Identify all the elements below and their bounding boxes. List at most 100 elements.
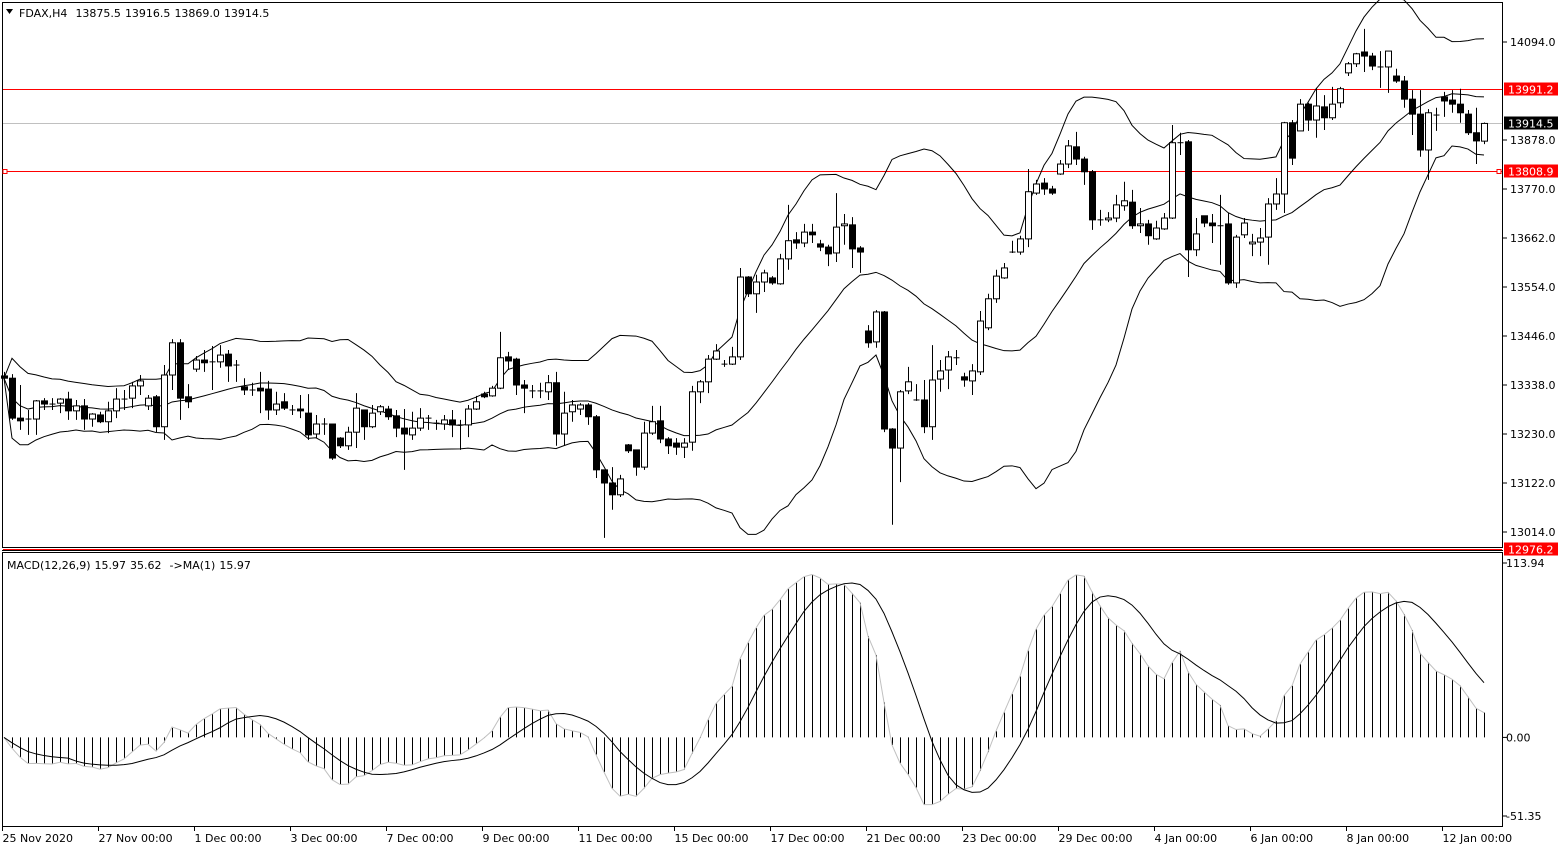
candle bbox=[377, 404, 384, 415]
candle-body bbox=[1417, 113, 1424, 151]
candle bbox=[1129, 189, 1136, 229]
candle bbox=[1361, 28, 1368, 72]
candle bbox=[873, 310, 880, 348]
candle bbox=[1481, 122, 1488, 145]
macd-indicator bbox=[3, 573, 1485, 806]
candle bbox=[1073, 131, 1080, 165]
candle-body bbox=[1249, 241, 1256, 245]
candle bbox=[1137, 208, 1144, 234]
candle-body bbox=[993, 275, 1000, 300]
candle bbox=[449, 409, 456, 438]
candle bbox=[497, 331, 504, 390]
candle bbox=[121, 389, 128, 410]
ohlc-close: 13914.5 bbox=[224, 7, 270, 20]
candle-body bbox=[777, 258, 784, 285]
candle bbox=[1369, 52, 1376, 71]
candle bbox=[953, 350, 960, 366]
candle bbox=[681, 438, 688, 459]
candle-body bbox=[889, 428, 896, 449]
candle-body bbox=[1281, 122, 1288, 195]
collapse-triangle-icon[interactable] bbox=[6, 9, 13, 14]
candle-body bbox=[1137, 223, 1144, 227]
candle bbox=[529, 384, 536, 399]
macd-ma-label: ->MA(1) bbox=[170, 559, 216, 572]
candle-body bbox=[761, 272, 768, 283]
candle bbox=[1145, 219, 1152, 245]
price-tick-label: 13122.0 bbox=[1510, 477, 1556, 490]
candle-body bbox=[377, 406, 384, 413]
candle-body bbox=[793, 239, 800, 244]
candle bbox=[753, 274, 760, 313]
macd-ma-line bbox=[3, 573, 1485, 806]
candle bbox=[641, 421, 648, 470]
candle bbox=[841, 213, 848, 245]
candle bbox=[473, 395, 480, 410]
candle-body bbox=[201, 359, 208, 364]
candle bbox=[545, 375, 552, 400]
candle-body bbox=[521, 384, 528, 389]
level-price-label-bg bbox=[1504, 542, 1558, 556]
candle bbox=[825, 244, 832, 267]
candle-body bbox=[441, 419, 448, 425]
candle bbox=[1241, 218, 1248, 238]
candle-body bbox=[113, 398, 120, 412]
candle-body bbox=[1057, 163, 1064, 175]
candle-body bbox=[681, 442, 688, 448]
candle bbox=[1121, 181, 1128, 211]
time-tick-label: 15 Dec 00:00 bbox=[675, 832, 749, 845]
candle-body bbox=[1081, 158, 1088, 173]
candle-body bbox=[673, 442, 680, 448]
candle bbox=[857, 246, 864, 273]
price-tick-label: 14094.0 bbox=[1510, 36, 1556, 49]
candle bbox=[145, 394, 152, 410]
candle bbox=[601, 469, 608, 538]
candle bbox=[1265, 198, 1272, 265]
candle bbox=[257, 371, 264, 414]
candle-body bbox=[1473, 132, 1480, 142]
candle bbox=[361, 409, 368, 440]
candle bbox=[929, 345, 936, 440]
candle-body bbox=[257, 387, 264, 392]
candle bbox=[1017, 235, 1024, 255]
candle-body bbox=[1089, 171, 1096, 221]
candle bbox=[1233, 234, 1240, 288]
candle bbox=[329, 423, 336, 460]
candle bbox=[57, 398, 64, 414]
candle bbox=[409, 411, 416, 440]
candle-body bbox=[297, 408, 304, 412]
price-tick-label: 13662.0 bbox=[1510, 232, 1556, 245]
candle-body bbox=[1113, 204, 1120, 219]
candle bbox=[961, 372, 968, 387]
candle-body bbox=[1449, 99, 1456, 105]
candle bbox=[937, 360, 944, 392]
candle bbox=[1385, 50, 1392, 93]
candle-body bbox=[625, 444, 632, 452]
candle-body bbox=[1393, 75, 1400, 82]
candle-body bbox=[1041, 182, 1048, 190]
candle-body bbox=[489, 387, 496, 397]
candle bbox=[849, 217, 856, 268]
candle-body bbox=[361, 409, 368, 428]
candle-body bbox=[553, 382, 560, 435]
candle bbox=[993, 269, 1000, 303]
candle bbox=[1081, 156, 1088, 185]
candle bbox=[801, 223, 808, 248]
candle-body bbox=[585, 404, 592, 418]
candle-body bbox=[1001, 267, 1008, 279]
candle-body bbox=[65, 398, 72, 412]
candle bbox=[969, 364, 976, 395]
candle-body bbox=[881, 311, 888, 430]
candle bbox=[905, 366, 912, 395]
time-tick-label: 29 Dec 00:00 bbox=[1059, 832, 1133, 845]
time-tick-label: 7 Dec 00:00 bbox=[387, 832, 454, 845]
candle bbox=[201, 350, 208, 372]
price-labels: 13991.2 13808.9 12976.2 13914.5 bbox=[1504, 82, 1558, 557]
candle bbox=[1025, 169, 1032, 248]
candle-body bbox=[1185, 141, 1192, 251]
candle-body bbox=[801, 231, 808, 244]
price-tick-label: 13338.0 bbox=[1510, 379, 1556, 392]
candle bbox=[889, 428, 896, 525]
macd-axis: 113.94 0.00 -51.35 bbox=[1503, 557, 1545, 823]
ohlc-low: 13869.0 bbox=[174, 7, 220, 20]
